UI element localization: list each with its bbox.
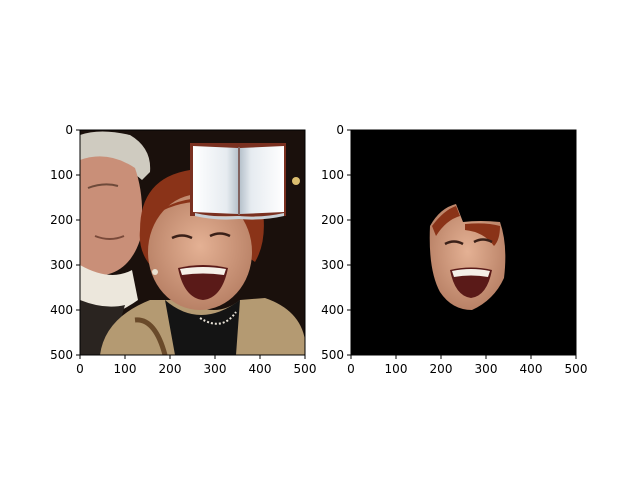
x-tick-label: 200 [159,362,182,376]
x-tick-label: 200 [430,362,453,376]
y-tick-label: 400 [50,303,73,317]
y-tick-label: 200 [321,213,344,227]
x-tick-label: 300 [475,362,498,376]
y-tick-label: 0 [65,123,73,137]
y-tick-label: 200 [50,213,73,227]
masked-face-panel [350,129,577,356]
y-tick-label: 300 [50,258,73,272]
x-tick-label: 100 [114,362,137,376]
y-tick-label: 100 [321,168,344,182]
x-tick-label: 500 [294,362,317,376]
x-tick-label: 300 [204,362,227,376]
masked-face [429,204,506,310]
y-tick-label: 300 [321,258,344,272]
y-tick-label: 100 [50,168,73,182]
y-tick-label: 500 [50,348,73,362]
y-tick-label: 0 [336,123,344,137]
x-tick-label: 400 [249,362,272,376]
y-tick-label: 500 [321,348,344,362]
y-tick-label: 400 [321,303,344,317]
book-icon [190,143,286,220]
x-tick-label: 0 [347,362,355,376]
original-image-panel [79,129,306,356]
x-tick-label: 0 [76,362,84,376]
x-tick-label: 500 [565,362,588,376]
x-tick-label: 400 [520,362,543,376]
x-tick-label: 100 [385,362,408,376]
